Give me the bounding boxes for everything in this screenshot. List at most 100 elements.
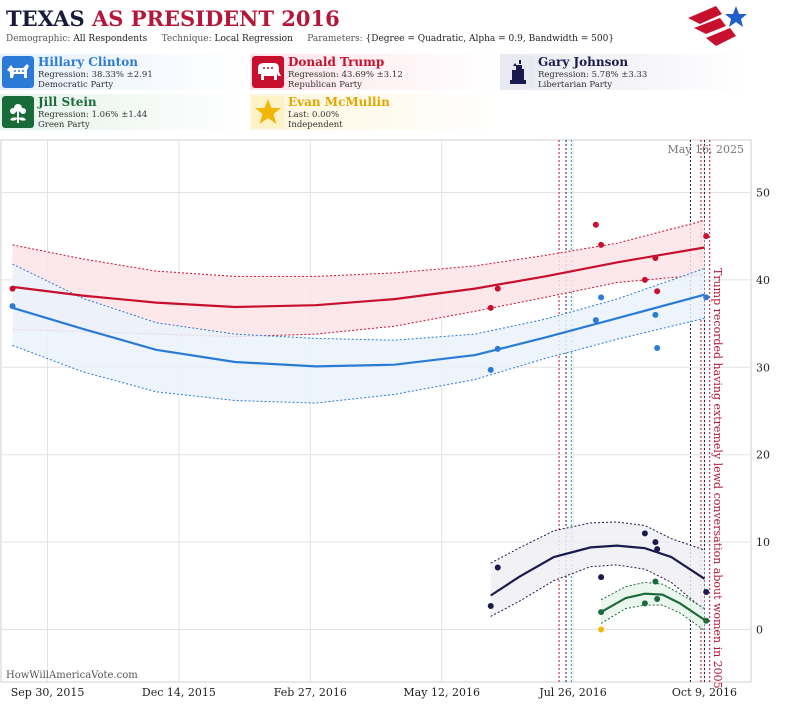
candidate-card-johnson[interactable]: Gary Johnson Regression: 5.78% ±3.33 Lib… [500,54,748,90]
candidate-name: Gary Johnson [538,55,629,69]
candidate-card-stein[interactable]: Jill Stein Regression: 1.06% ±1.44 Green… [0,94,248,130]
data-point-hillary-clinton [654,345,661,352]
data-point-donald-trump [703,233,710,240]
parameters-value: {Degree = Quadratic, Alpha = 0.9, Bandwi… [365,34,615,44]
data-point-hillary-clinton [487,366,494,373]
data-point-gary-johnson [487,602,494,609]
title-state: TEXAS [6,6,85,31]
y-tick-label: 10 [756,536,770,549]
x-tick-label: Sep 30, 2015 [11,686,85,699]
lower-bound-gary-johnson [490,564,705,617]
data-point-donald-trump [487,304,494,311]
candidate-party: Libertarian Party [538,80,613,90]
date-label: May 16, 2025 [667,143,744,156]
y-tick-label: 50 [756,186,770,199]
candidate-name: Donald Trump [288,55,385,69]
upper-bound-gary-johnson [490,521,705,564]
trend-line-gary-johnson [490,544,706,597]
candidate-card-trump[interactable]: Donald Trump Regression: 43.69% ±3.12 Re… [250,54,498,90]
watermark: HowWillAmericaVote.com [6,670,138,681]
lower-bound-jill-stein [600,604,705,631]
y-tick-label: 0 [756,624,763,637]
y-tick-label: 30 [756,361,770,374]
parameters-row: Demographic: All Respondents Technique: … [6,34,614,44]
poll-points [9,221,710,633]
trend-line-hillary-clinton [12,293,705,368]
data-point-donald-trump [9,285,16,292]
data-point-jill-stein [641,600,648,607]
x-tick-label: Jul 26, 2016 [538,686,607,699]
data-point-jill-stein [652,578,659,585]
candidate-card-mcmullin[interactable]: Evan McMullin Last: 0.00% Independent [250,94,498,130]
candidate-regression: Regression: 5.78% ±3.33 [538,70,648,80]
band-donald-trump [12,220,705,337]
page-header: TEXAS AS PRESIDENT 2016 Demographic: All… [0,0,750,52]
data-point-gary-johnson [652,539,659,546]
data-point-gary-johnson [598,574,605,581]
data-point-gary-johnson [703,588,710,595]
candidate-party: Democratic Party [38,80,114,90]
data-point-gary-johnson [494,564,501,571]
data-point-donald-trump [654,288,661,295]
trend-line-jill-stein [600,592,706,621]
chart-area: Sep 30, 2015 Dec 14, 2015 Feb 27, 2016 May … [0,138,789,704]
data-point-donald-trump [598,241,605,248]
star-icon [252,96,284,128]
data-point-gary-johnson [641,530,648,537]
x-tick-label: Dec 14, 2015 [142,686,216,699]
data-point-donald-trump [641,276,648,283]
trend-line-donald-trump [12,246,705,309]
demographic-label: Demographic: [6,34,71,44]
lower-bound-donald-trump [12,274,705,338]
band-gary-johnson [490,522,705,617]
donkey-icon [2,56,34,88]
x-tick-label: Feb 27, 2016 [274,686,347,699]
poll-chart: Sep 30, 2015 Dec 14, 2015 Feb 27, 2016 May … [0,139,770,699]
flower-icon [2,96,34,128]
candidate-regression: Regression: 38.33% ±2.91 [38,70,153,80]
lower-bound-hillary-clinton [12,317,705,404]
x-tick-label: May 12, 2016 [403,686,480,699]
upper-bound-hillary-clinton [12,263,705,341]
technique-label: Technique: [161,34,212,44]
technique-value: Local Regression [214,34,293,44]
data-point-hillary-clinton [652,311,659,318]
candidate-regression: Regression: 1.06% ±1.44 [38,110,148,120]
data-point-donald-trump [494,285,501,292]
upper-bound-donald-trump [12,219,705,277]
candidate-regression: Regression: 43.69% ±3.12 [288,70,403,80]
event-annotation: Trump recorded having extremely lewd con… [711,268,724,689]
candidate-party: Green Party [38,120,90,130]
y-tick-label: 20 [756,449,770,462]
data-point-hillary-clinton [598,294,605,301]
data-point-evan-mcmullin [598,626,605,633]
y-tick-label: 40 [756,274,770,287]
page-title: TEXAS AS PRESIDENT 2016 [6,6,340,31]
band-hillary-clinton [12,264,705,404]
data-point-hillary-clinton [592,317,599,324]
candidate-regression: Last: 0.00% [288,110,340,120]
parameters-label: Parameters: [307,34,363,44]
candidate-party: Republican Party [288,80,362,90]
candidate-name: Jill Stein [38,95,97,109]
title-office: AS PRESIDENT 2016 [91,6,340,31]
confidence-bands [12,219,705,631]
candidate-name: Evan McMullin [288,95,390,109]
axis-labels: Sep 30, 2015 Dec 14, 2015 Feb 27, 2016 May … [11,186,770,699]
elephant-icon [252,56,284,88]
candidate-card-clinton[interactable]: Hillary Clinton Regression: 38.33% ±2.91… [0,54,248,90]
trend-lines [12,246,706,621]
data-point-jill-stein [703,617,710,624]
data-point-jill-stein [654,595,661,602]
data-point-jill-stein [598,609,605,616]
statue-of-liberty-icon [502,56,534,88]
candidate-name: Hillary Clinton [38,55,138,69]
data-point-hillary-clinton [703,294,710,301]
demographic-value: All Respondents [73,34,148,44]
data-point-donald-trump [652,255,659,262]
candidate-legend: Hillary Clinton Regression: 38.33% ±2.91… [0,54,789,134]
star-flag-logo-icon [688,6,747,46]
data-point-hillary-clinton [494,345,501,352]
x-tick-label: Oct 9, 2016 [672,686,737,699]
data-point-gary-johnson [654,546,661,553]
